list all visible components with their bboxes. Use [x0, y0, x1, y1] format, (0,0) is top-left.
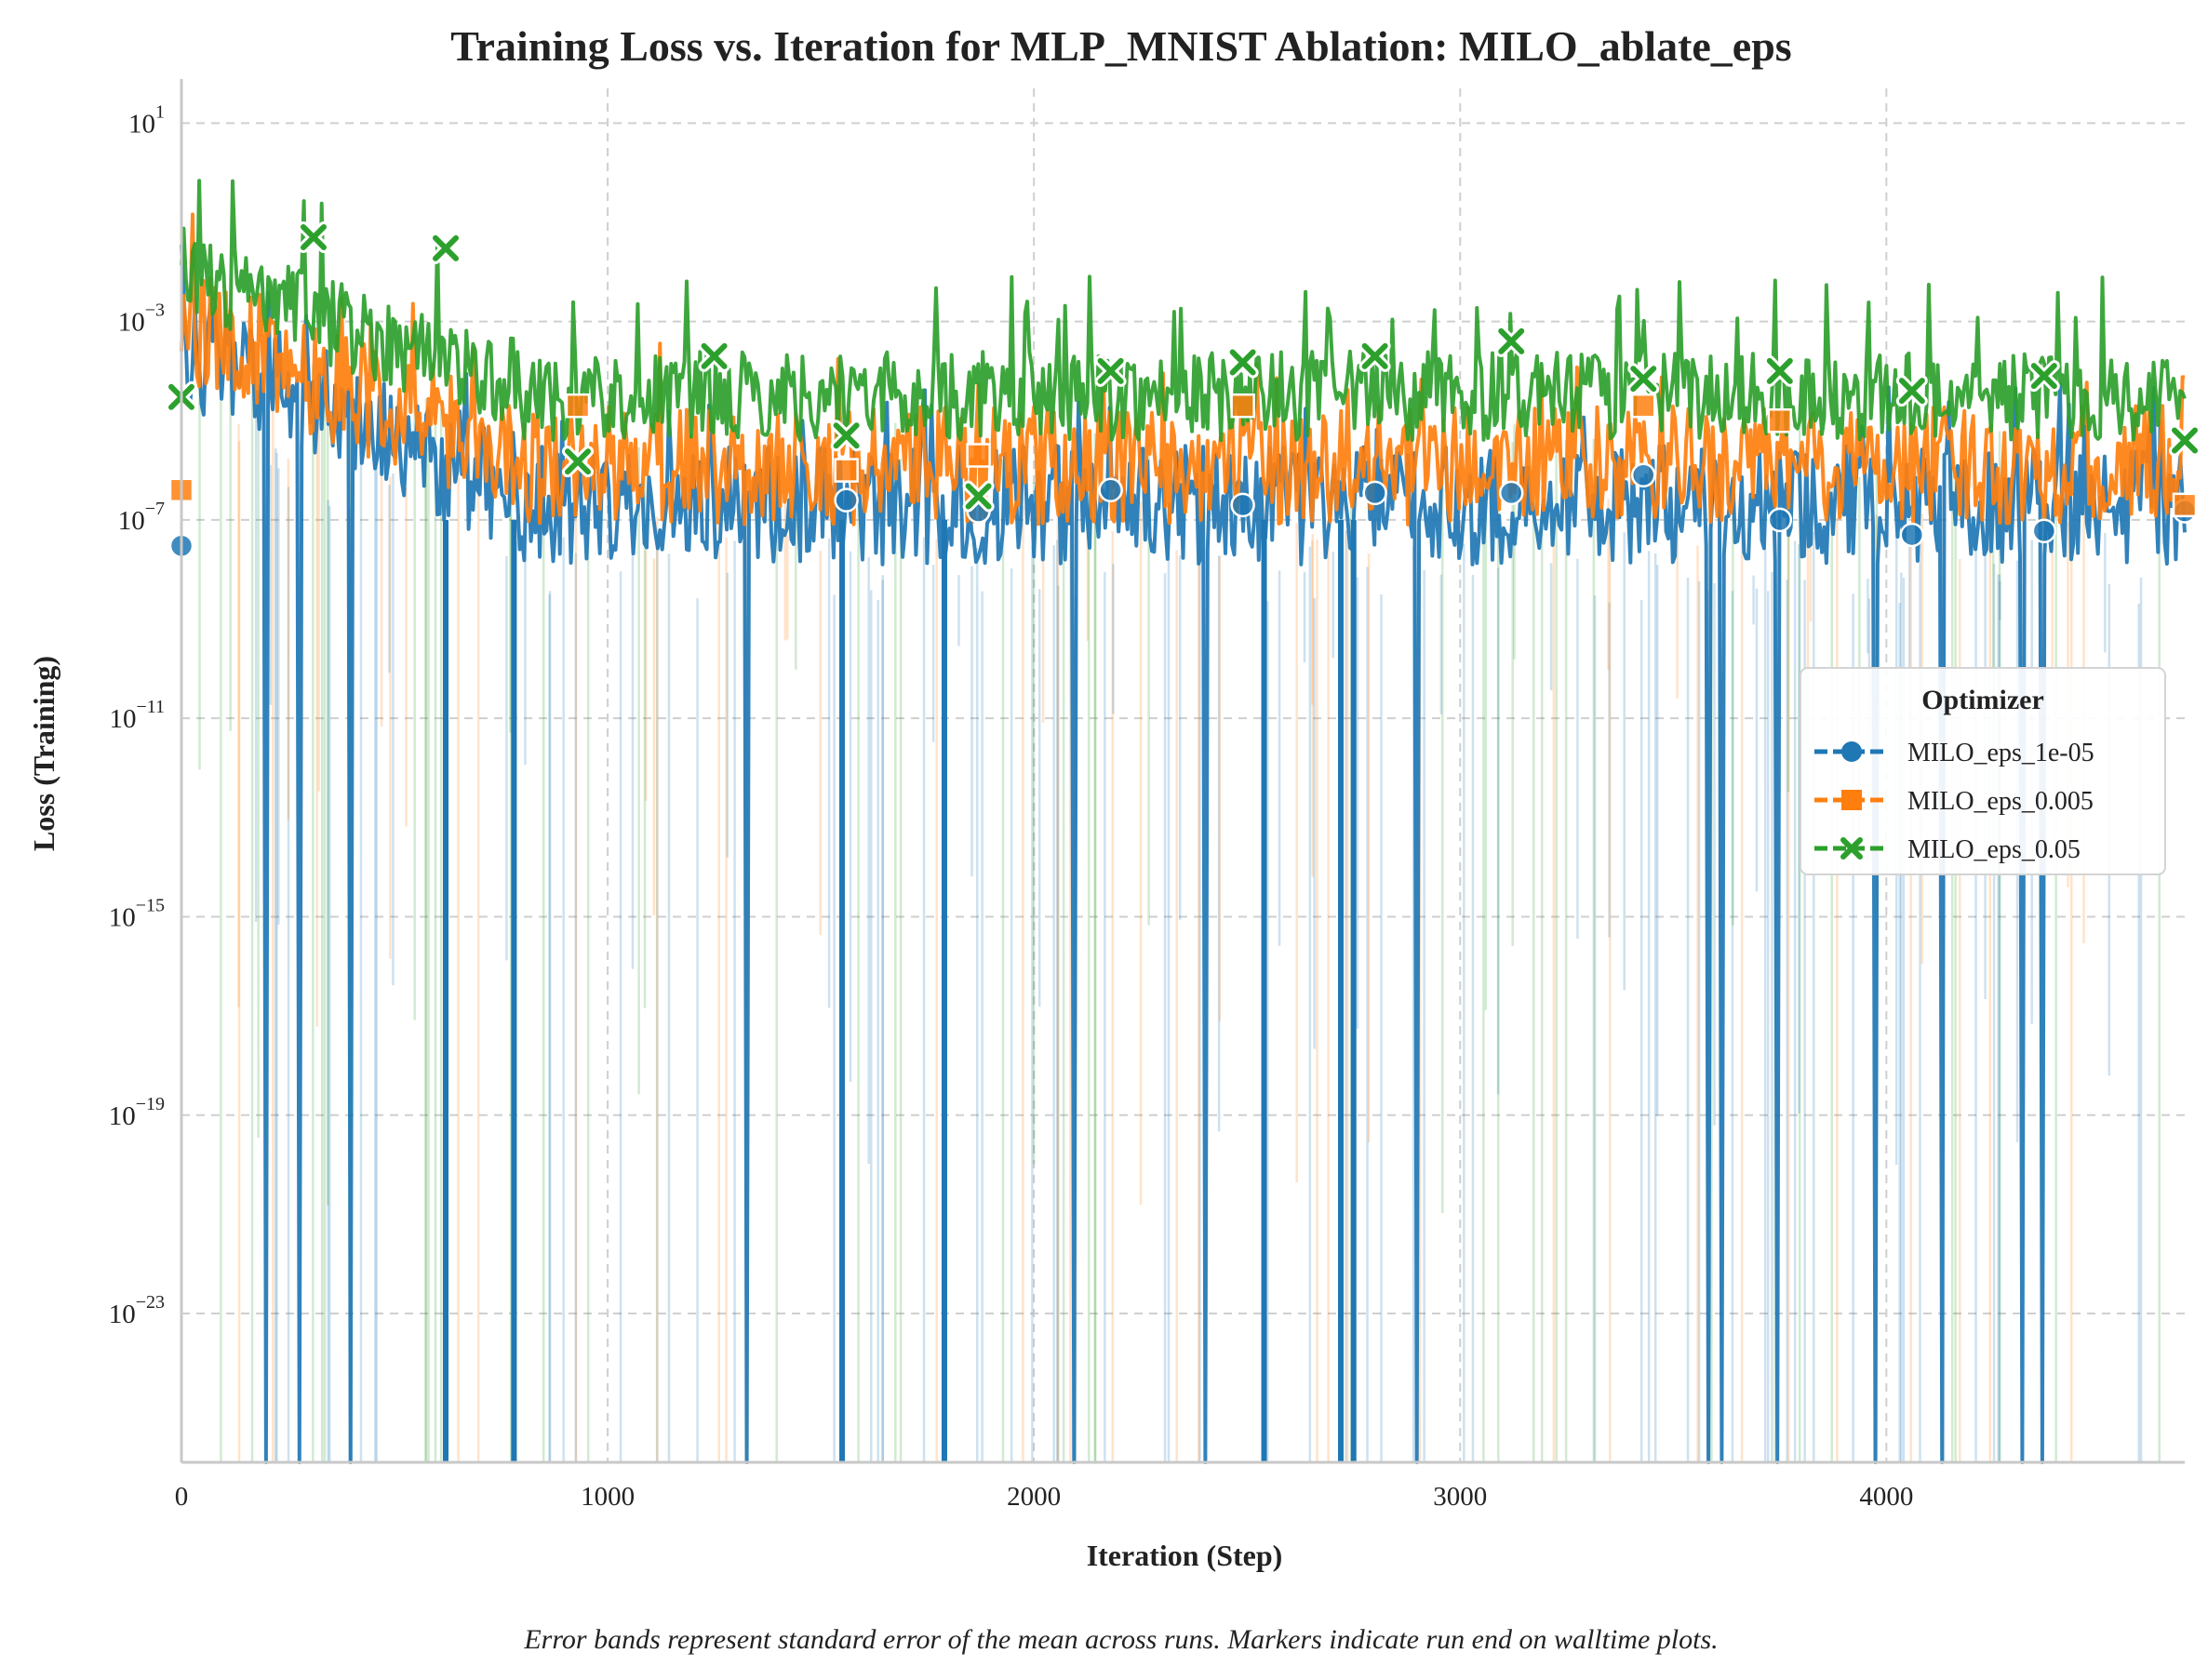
y-axis-label: Loss (Training)	[27, 656, 60, 851]
series-marker-x	[1495, 325, 1528, 357]
series-marker-circle	[1630, 462, 1656, 487]
legend: Optimizer MILO_eps_1e-05 MILO_eps_0.005 MI…	[1800, 667, 2166, 875]
series-line	[180, 212, 2185, 527]
y-tick-label: 10−11	[109, 697, 165, 734]
chart-caption: Error bands represent standard error of …	[523, 1624, 1718, 1655]
x-tick-label: 0	[175, 1482, 189, 1512]
series-marker-square	[2172, 492, 2198, 518]
x-tick-label: 1000	[581, 1482, 635, 1512]
series-marker-x	[2027, 360, 2060, 393]
legend-box	[1800, 667, 2166, 875]
series-marker-square	[1767, 408, 1793, 433]
series-marker-circle	[1899, 522, 1925, 548]
x-tick-label: 3000	[1433, 1482, 1487, 1512]
series-lines	[180, 179, 2187, 1464]
series-marker-circle	[1362, 480, 1387, 506]
y-tick-label: 10−19	[109, 1094, 165, 1131]
series-marker-x	[298, 221, 330, 254]
series-marker-circle	[1230, 492, 1255, 518]
y-tick-label: 10−23	[109, 1292, 165, 1329]
series-marker-x	[1094, 354, 1127, 387]
series-line	[180, 179, 2187, 443]
legend-entry: MILO_eps_0.05	[1814, 835, 2081, 864]
series-marker-x	[830, 420, 863, 452]
y-tick-label: 101	[128, 101, 165, 139]
series-marker-circle	[1498, 480, 1524, 506]
series-marker-circle	[2031, 518, 2057, 543]
y-tick-label: 10−7	[118, 499, 165, 536]
series-marker-circle	[834, 487, 859, 513]
series-marker-circle	[1098, 477, 1123, 503]
series-marker-x	[1358, 340, 1391, 372]
legend-entry: MILO_eps_1e-05	[1814, 739, 2094, 767]
axes	[180, 79, 2185, 1464]
y-tick-label: 10−3	[118, 300, 165, 338]
series-marker-x	[562, 446, 595, 478]
series-marker-x	[962, 480, 995, 513]
chart-title: Training Loss vs. Iteration for MLP_MNIS…	[450, 22, 1791, 70]
series-marker-square	[1630, 393, 1656, 419]
series-marker-x	[2169, 424, 2201, 457]
legend-title: Optimizer	[1921, 685, 2044, 715]
series-marker-square	[834, 458, 859, 483]
series-marker-x	[1895, 375, 1928, 407]
series-marker-x	[430, 232, 462, 264]
legend-entry: MILO_eps_0.005	[1814, 787, 2094, 816]
series-marker-square	[966, 443, 991, 468]
legend-label: MILO_eps_0.05	[1907, 835, 2081, 864]
series-marker-square	[565, 393, 591, 419]
series-marker-x	[1763, 354, 1796, 387]
x-tick-label: 2000	[1007, 1482, 1061, 1512]
series-marker-x	[698, 340, 730, 372]
legend-label: MILO_eps_0.005	[1907, 787, 2094, 816]
series-marker-square	[1230, 393, 1255, 419]
y-tick-label: 10−15	[109, 895, 165, 932]
tick-labels: 0 1000 2000 3000 4000 101 10−3 10−7 10−11 10−15 10…	[109, 101, 1914, 1512]
legend-label: MILO_eps_1e-05	[1907, 739, 2094, 767]
series-marker-x	[1627, 363, 1660, 395]
x-axis-label: Iteration (Step)	[1087, 1539, 1283, 1572]
x-tick-label: 4000	[1859, 1482, 1913, 1512]
series-markers	[166, 221, 2201, 559]
series-marker-x	[1226, 346, 1259, 379]
series-marker-circle	[1767, 507, 1793, 533]
